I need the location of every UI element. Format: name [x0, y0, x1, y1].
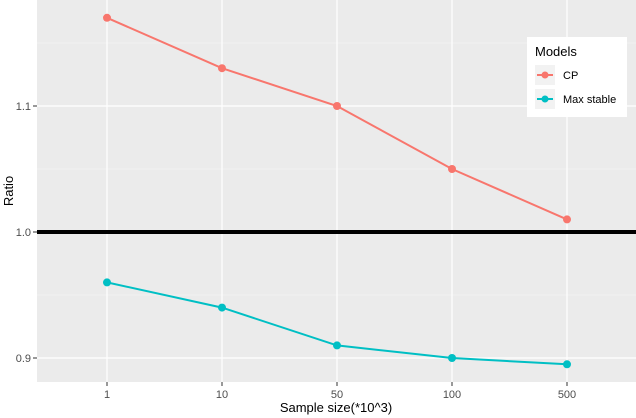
y-axis-ticks: 0.9 1.0 1.1: [16, 101, 37, 365]
data-point: [333, 102, 341, 110]
y-tick-label: 1.0: [16, 227, 31, 239]
x-axis-title: Sample size(*10^3): [280, 400, 392, 415]
series-max-stable: [103, 278, 571, 369]
x-tick-label: 1: [104, 389, 110, 401]
y-tick-label: 1.1: [16, 101, 31, 113]
cp-marker-icon: [541, 71, 549, 79]
data-point: [448, 165, 456, 173]
legend-item-cp: CP: [535, 65, 578, 85]
legend-title: Models: [535, 44, 577, 59]
x-axis-ticks: 1 10 50 100 500: [104, 382, 576, 401]
data-point: [333, 341, 341, 350]
svg-text:CP: CP: [563, 70, 578, 82]
x-tick-label: 100: [443, 389, 461, 401]
x-tick-label: 10: [216, 389, 228, 401]
legend: Models CP Max stable: [527, 37, 627, 117]
series-cp: [103, 13, 571, 224]
data-point: [218, 303, 226, 312]
legend-item-max-stable: Max stable: [535, 89, 616, 109]
data-point: [103, 278, 111, 287]
data-point: [218, 64, 226, 73]
svg-text:Max stable: Max stable: [563, 94, 616, 106]
data-point: [448, 354, 456, 362]
data-point: [563, 215, 571, 224]
data-point: [103, 13, 111, 22]
y-tick-label: 0.9: [16, 353, 31, 365]
y-axis-title: Ratio: [1, 176, 16, 206]
series-layer: [103, 13, 571, 369]
x-tick-label: 500: [558, 389, 576, 401]
max-stable-marker-icon: [541, 95, 549, 103]
x-tick-label: 50: [331, 389, 343, 401]
data-point: [563, 360, 571, 369]
